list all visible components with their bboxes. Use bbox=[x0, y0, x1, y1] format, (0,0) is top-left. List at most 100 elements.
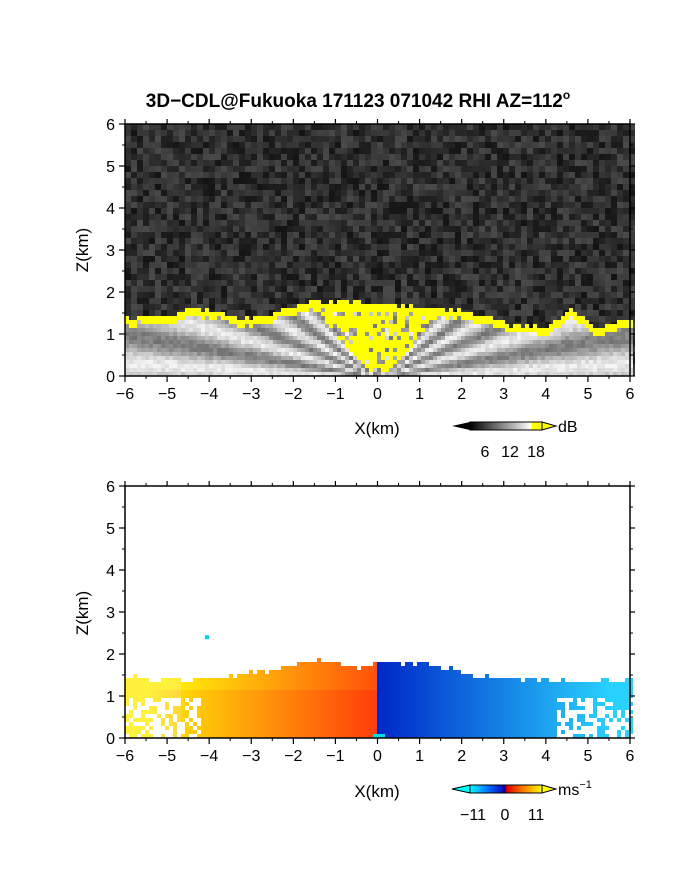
echo-cell bbox=[385, 312, 389, 316]
noise-cell bbox=[563, 268, 569, 274]
echo-cell bbox=[325, 356, 329, 360]
noise-cell bbox=[545, 244, 551, 250]
echo-cell bbox=[361, 324, 365, 328]
echo-cell bbox=[353, 368, 357, 372]
echo-cell bbox=[425, 324, 429, 328]
echo-cell bbox=[169, 344, 173, 348]
echo-cell bbox=[257, 348, 261, 352]
noise-cell bbox=[407, 142, 413, 148]
noise-cell bbox=[551, 214, 557, 220]
noise-cell bbox=[569, 160, 575, 166]
noise-cell bbox=[389, 136, 395, 142]
noise-cell bbox=[155, 154, 161, 160]
echo-cell bbox=[233, 328, 237, 332]
noise-cell bbox=[545, 160, 551, 166]
noise-cell bbox=[539, 166, 545, 172]
noise-cell bbox=[245, 136, 251, 142]
noise-cell bbox=[455, 184, 461, 190]
noise-cell bbox=[395, 238, 401, 244]
noise-cell bbox=[275, 244, 281, 250]
noise-cell bbox=[353, 124, 359, 130]
echo-cell bbox=[309, 344, 313, 348]
echo-cell bbox=[461, 344, 465, 348]
noise-cell bbox=[455, 208, 461, 214]
noise-cell bbox=[167, 208, 173, 214]
echo-cell bbox=[181, 372, 185, 376]
echo-cell bbox=[357, 356, 361, 360]
noise-cell bbox=[137, 280, 143, 286]
echo-cell bbox=[233, 368, 237, 372]
echo-cell bbox=[269, 368, 273, 372]
echo-cell bbox=[449, 308, 453, 312]
echo-cell bbox=[309, 328, 313, 332]
noise-cell bbox=[491, 202, 497, 208]
noise-cell bbox=[191, 160, 197, 166]
noise-cell bbox=[359, 286, 365, 292]
noise-cell bbox=[371, 178, 377, 184]
noise-cell bbox=[197, 268, 203, 274]
noise-cell bbox=[299, 268, 305, 274]
noise-cell bbox=[137, 250, 143, 256]
noise-cell bbox=[527, 238, 533, 244]
noise-cell bbox=[161, 136, 167, 142]
noise-cell bbox=[515, 214, 521, 220]
echo-cell bbox=[397, 332, 401, 336]
echo-cell bbox=[257, 336, 261, 340]
noise-cell bbox=[581, 232, 587, 238]
noise-cell bbox=[383, 148, 389, 154]
noise-cell bbox=[161, 256, 167, 262]
echo-cell bbox=[153, 336, 157, 340]
echo-cell bbox=[389, 324, 393, 328]
noise-cell bbox=[311, 208, 317, 214]
echo-cell bbox=[385, 328, 389, 332]
echo-cell bbox=[209, 356, 213, 360]
echo-cell bbox=[125, 364, 129, 368]
noise-cell bbox=[605, 250, 611, 256]
echo-cell bbox=[253, 364, 257, 368]
echo-cell bbox=[457, 332, 461, 336]
echo-cell bbox=[345, 340, 349, 344]
noise-cell bbox=[299, 172, 305, 178]
noise-cell bbox=[581, 202, 587, 208]
noise-cell bbox=[473, 280, 479, 286]
noise-cell bbox=[137, 232, 143, 238]
noise-cell bbox=[575, 280, 581, 286]
noise-cell bbox=[539, 298, 545, 304]
noise-cell bbox=[239, 130, 245, 136]
echo-cell bbox=[329, 368, 333, 372]
noise-cell bbox=[185, 190, 191, 196]
noise-cell bbox=[395, 262, 401, 268]
noise-cell bbox=[455, 304, 461, 310]
noise-cell bbox=[341, 262, 347, 268]
noise-cell bbox=[185, 268, 191, 274]
echo-cell bbox=[413, 340, 417, 344]
noise-cell bbox=[563, 274, 569, 280]
echo-cell bbox=[385, 304, 389, 308]
noise-cell bbox=[533, 184, 539, 190]
echo-cell bbox=[373, 348, 377, 352]
noise-cell bbox=[245, 268, 251, 274]
noise-cell bbox=[293, 184, 299, 190]
noise-cell bbox=[239, 244, 245, 250]
noise-cell bbox=[587, 190, 593, 196]
noise-cell bbox=[461, 172, 467, 178]
noise-cell bbox=[467, 196, 473, 202]
echo-cell bbox=[445, 356, 449, 360]
noise-cell bbox=[401, 256, 407, 262]
echo-cell bbox=[205, 348, 209, 352]
noise-cell bbox=[287, 238, 293, 244]
echo-cell bbox=[145, 348, 149, 352]
noise-cell bbox=[431, 214, 437, 220]
noise-cell bbox=[155, 232, 161, 238]
echo-cell bbox=[245, 356, 249, 360]
noise-cell bbox=[149, 124, 155, 130]
echo-cell bbox=[245, 328, 249, 332]
echo-cell bbox=[153, 360, 157, 364]
echo-cell bbox=[285, 360, 289, 364]
noise-cell bbox=[587, 148, 593, 154]
noise-cell bbox=[143, 166, 149, 172]
noise-cell bbox=[473, 184, 479, 190]
noise-cell bbox=[593, 160, 599, 166]
noise-cell bbox=[275, 280, 281, 286]
noise-cell bbox=[443, 208, 449, 214]
